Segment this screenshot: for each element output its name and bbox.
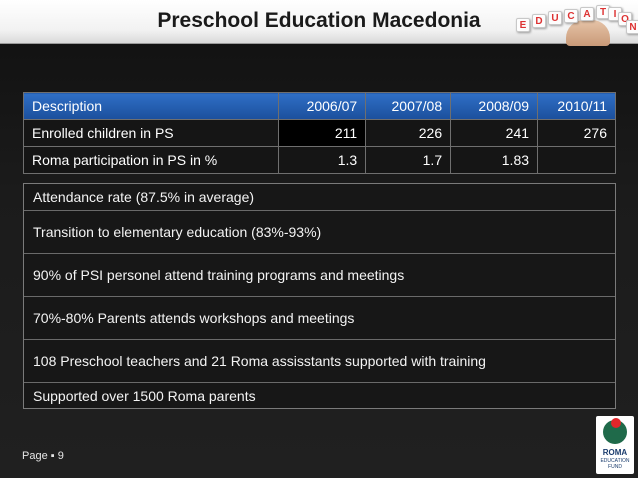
roma-education-fund-logo: ROMA EDUCATION FUND bbox=[596, 416, 634, 474]
list-item: 90% of PSI personel attend training prog… bbox=[24, 253, 615, 296]
table-cell: 241 bbox=[450, 119, 539, 147]
list-item: 70%-80% Parents attends workshops and me… bbox=[24, 296, 615, 339]
letter-tile: N bbox=[626, 20, 638, 34]
page-title: Preschool Education Macedonia bbox=[157, 9, 481, 32]
highlights-list: Attendance rate (87.5% in average) Trans… bbox=[23, 183, 616, 409]
table-row: Enrolled children in PS 211 226 241 276 bbox=[22, 119, 616, 147]
hand-decoration bbox=[566, 20, 610, 46]
logo-red-dot-icon bbox=[611, 418, 621, 428]
list-item: Transition to elementary education (83%-… bbox=[24, 210, 615, 253]
table-header-cell: 2007/08 bbox=[365, 92, 452, 120]
list-item: 108 Preschool teachers and 21 Roma assis… bbox=[24, 339, 615, 382]
table-cell: Enrolled children in PS bbox=[22, 119, 280, 147]
logo-text-education-fund: EDUCATION FUND bbox=[596, 458, 634, 470]
table-header-cell: 2006/07 bbox=[278, 92, 367, 120]
logo-text-roma: ROMA bbox=[602, 448, 628, 457]
education-letters-decoration: E D U C A T I O N bbox=[508, 0, 638, 46]
letter-tile: D bbox=[532, 14, 546, 28]
table-header-cell: 2008/09 bbox=[450, 92, 539, 120]
table-cell: 1.3 bbox=[278, 146, 367, 174]
letter-tile: U bbox=[548, 11, 562, 25]
table-cell: Roma participation in PS in % bbox=[22, 146, 280, 174]
statistics-table: Description 2006/07 2007/08 2008/09 2010… bbox=[22, 92, 616, 174]
logo-text-education: EDUCATION bbox=[600, 458, 630, 464]
table-row: Roma participation in PS in % 1.3 1.7 1.… bbox=[22, 146, 616, 174]
table-cell: 1.83 bbox=[450, 146, 539, 174]
logo-text-fund: FUND bbox=[608, 464, 622, 470]
list-item: Attendance rate (87.5% in average) bbox=[33, 189, 255, 205]
table-header-cell: 2010/11 bbox=[537, 92, 616, 120]
table-cell bbox=[537, 146, 616, 174]
letter-tile: A bbox=[580, 7, 594, 21]
table-cell: 276 bbox=[537, 119, 616, 147]
list-item: Supported over 1500 Roma parents bbox=[24, 382, 615, 408]
table-header-cell: Description bbox=[22, 92, 280, 120]
page-number: Page ▪ 9 bbox=[22, 450, 64, 462]
title-bar: Preschool Education Macedonia E D U C A … bbox=[0, 0, 638, 46]
table-cell: 226 bbox=[365, 119, 452, 147]
table-cell: 211 bbox=[278, 119, 367, 147]
table-cell: 1.7 bbox=[365, 146, 452, 174]
letter-tile: C bbox=[564, 9, 578, 23]
letter-tile: E bbox=[516, 18, 530, 32]
table-header-row: Description 2006/07 2007/08 2008/09 2010… bbox=[22, 92, 616, 120]
